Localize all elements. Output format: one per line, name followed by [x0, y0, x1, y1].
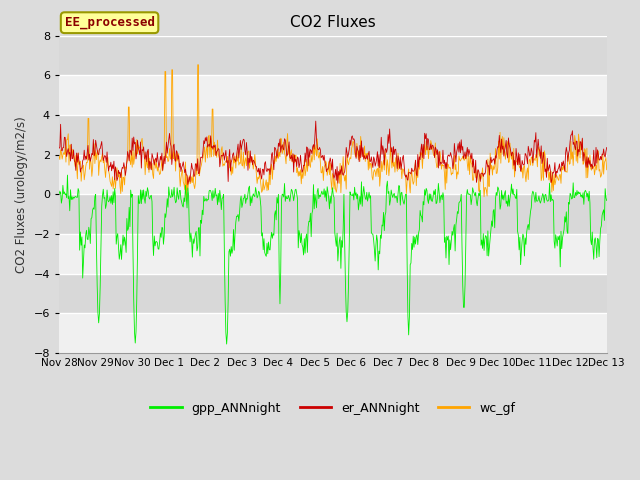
Bar — [59, 313, 607, 353]
Bar — [59, 115, 607, 155]
Title: CO2 Fluxes: CO2 Fluxes — [290, 15, 376, 30]
Bar — [59, 75, 607, 115]
Text: EE_processed: EE_processed — [65, 16, 154, 29]
Bar — [59, 274, 607, 313]
Legend: gpp_ANNnight, er_ANNnight, wc_gf: gpp_ANNnight, er_ANNnight, wc_gf — [145, 397, 520, 420]
Y-axis label: CO2 Fluxes (urology/m2/s): CO2 Fluxes (urology/m2/s) — [15, 116, 28, 273]
Bar — [59, 36, 607, 75]
Bar — [59, 234, 607, 274]
Bar — [59, 194, 607, 234]
Bar — [59, 155, 607, 194]
